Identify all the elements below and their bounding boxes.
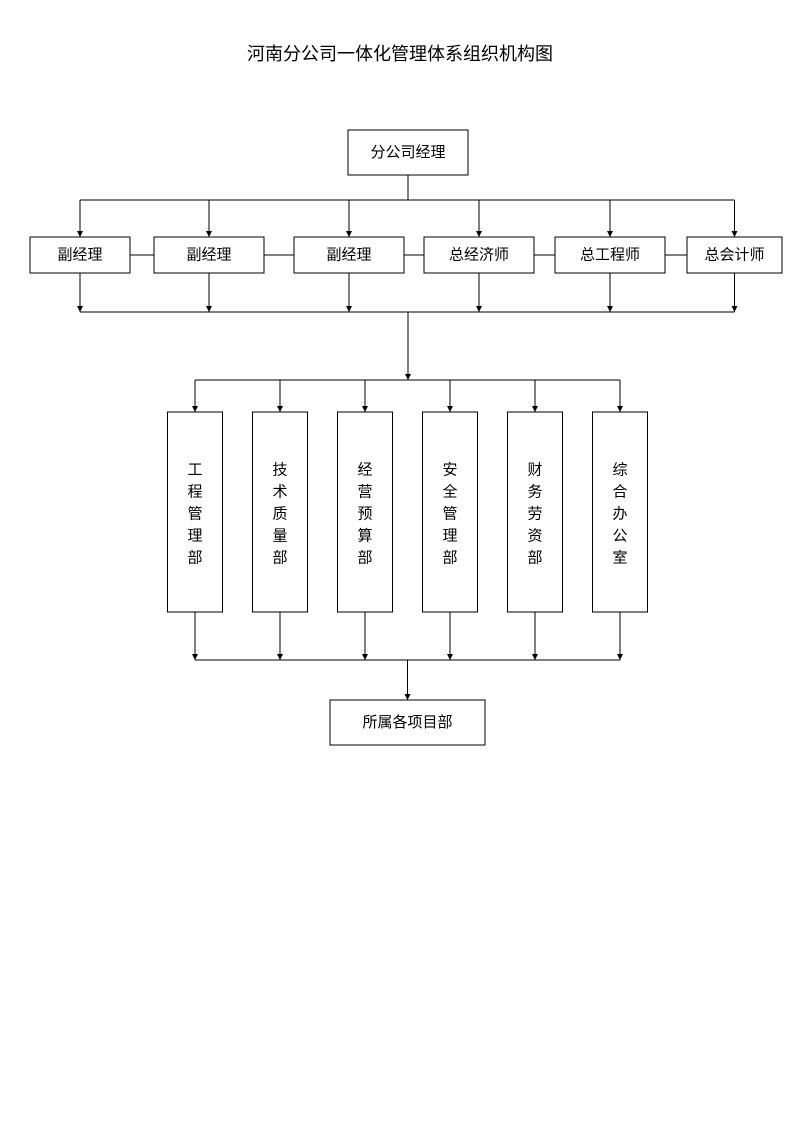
node-manager: 分公司经理 — [370, 144, 445, 161]
node-level2-1: 副经理 — [186, 246, 231, 263]
node-dept-5: 合 — [612, 484, 627, 501]
node-dept-3: 理 — [442, 529, 457, 545]
node-dept-4: 财 — [527, 462, 542, 479]
node-dept-5: 办 — [612, 506, 627, 523]
node-level2-4: 总工程师 — [580, 246, 640, 263]
chart-title: 河南分公司一体化管理体系组织机构图 — [247, 44, 553, 64]
node-level2-3: 总经济师 — [449, 246, 509, 263]
node-dept-2: 算 — [357, 527, 372, 545]
node-dept-3: 管 — [442, 506, 457, 523]
node-level2-0: 副经理 — [57, 246, 102, 263]
node-bottom: 所属各项目部 — [362, 714, 452, 731]
node-dept-2: 预 — [357, 506, 372, 523]
node-dept-1: 质 — [272, 506, 287, 523]
node-dept-0: 理 — [187, 529, 202, 545]
node-dept-2: 营 — [357, 484, 372, 501]
node-dept-4: 部 — [527, 550, 542, 567]
node-dept-0: 工 — [187, 463, 202, 479]
node-dept-4: 务 — [527, 484, 542, 501]
node-dept-0: 部 — [187, 550, 202, 567]
node-level2-2: 副经理 — [326, 246, 371, 263]
node-level2-5: 总会计师 — [704, 246, 764, 263]
node-dept-3: 安 — [442, 462, 457, 479]
node-dept-3: 部 — [442, 550, 457, 567]
node-dept-0: 程 — [187, 484, 202, 501]
node-dept-2: 部 — [357, 550, 372, 567]
node-dept-0: 管 — [187, 506, 202, 523]
node-dept-5: 综 — [612, 462, 627, 479]
node-dept-4: 资 — [527, 528, 542, 545]
node-dept-2: 经 — [357, 462, 372, 479]
node-dept-1: 技 — [272, 462, 287, 479]
node-dept-1: 术 — [272, 484, 287, 501]
node-dept-1: 量 — [272, 529, 287, 545]
node-dept-3: 全 — [442, 483, 457, 501]
org-chart: 河南分公司一体化管理体系组织机构图分公司经理副经理 副经理 副经理 总经济师 总工程师 总… — [0, 0, 800, 1132]
node-dept-5: 公 — [612, 529, 627, 545]
node-dept-4: 劳 — [527, 506, 542, 523]
node-dept-5: 室 — [612, 550, 627, 567]
node-dept-1: 部 — [272, 550, 287, 567]
